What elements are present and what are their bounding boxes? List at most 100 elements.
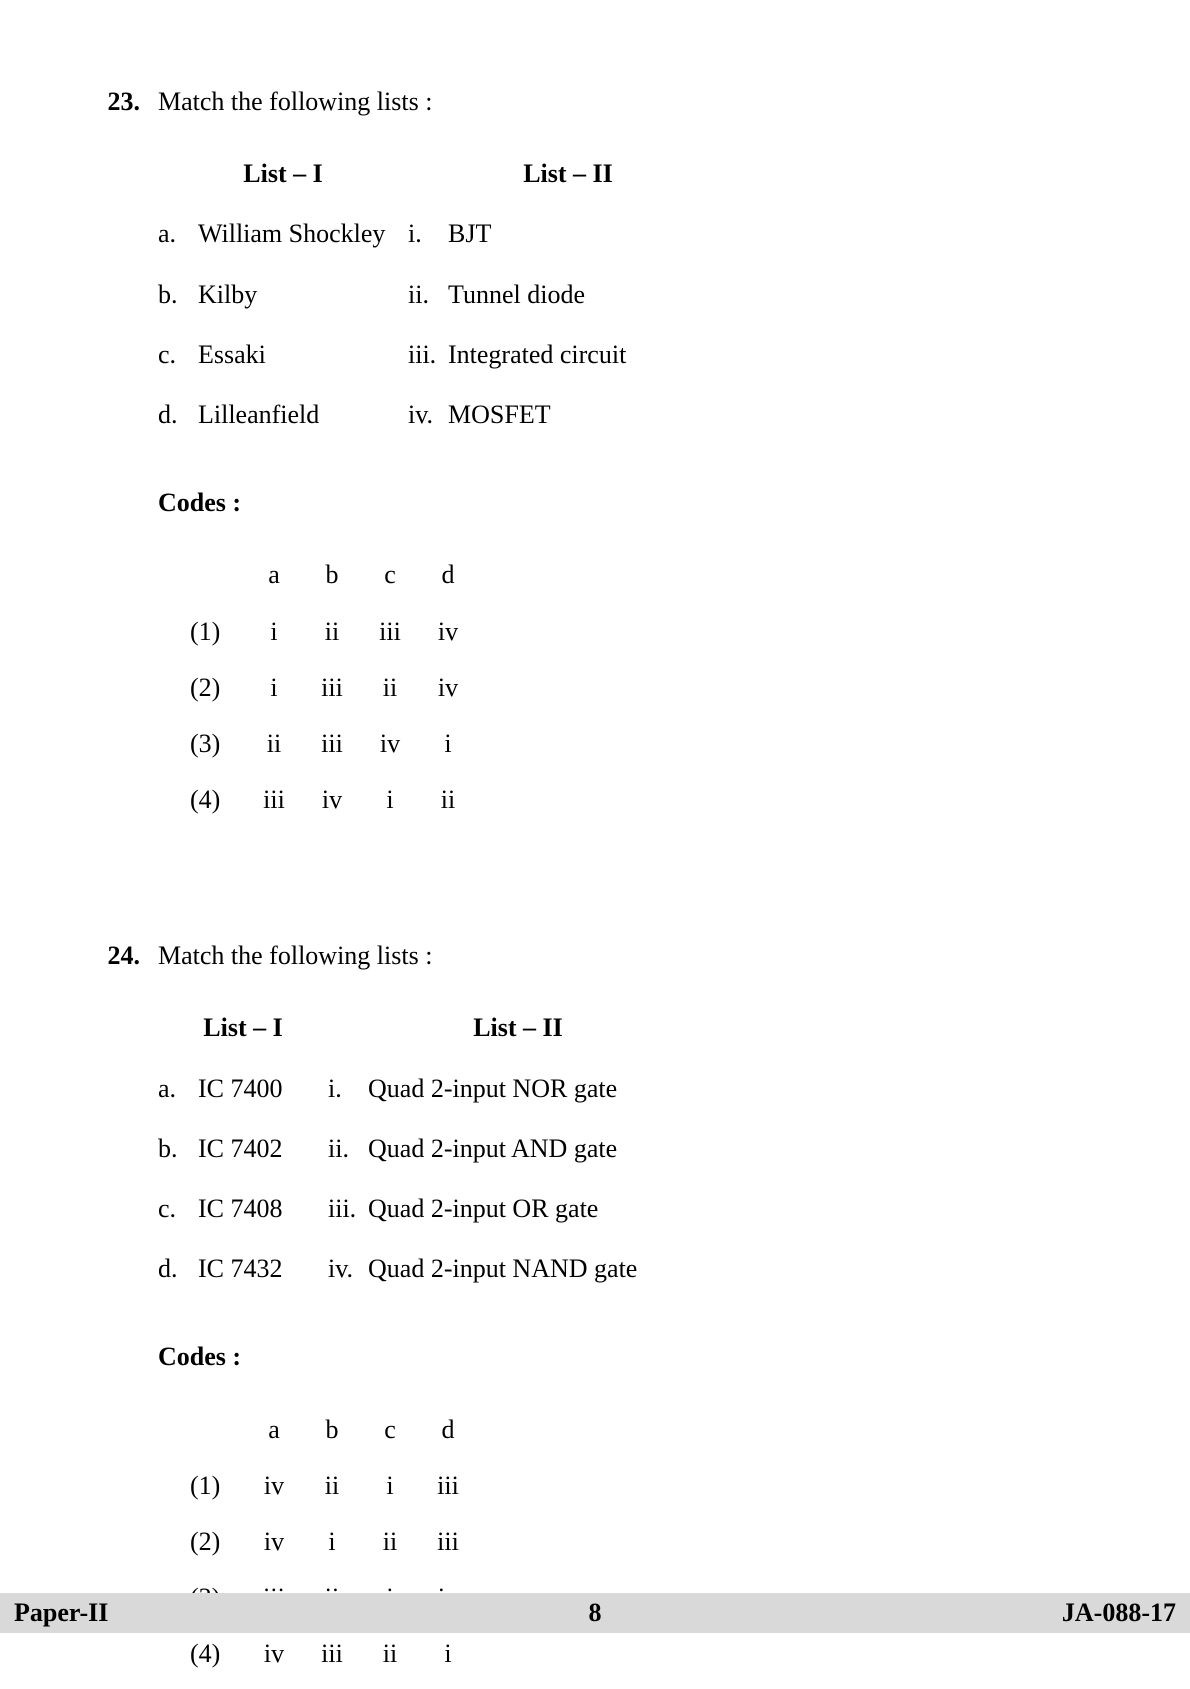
option-val-a: iv: [256, 1464, 292, 1508]
codes-header-d: d: [430, 553, 466, 597]
list-item: ii. Tunnel diode: [408, 273, 728, 317]
list-item-text: IC 7432: [198, 1247, 328, 1291]
option-number: (4): [190, 1632, 234, 1676]
list-item: a. William Shockley: [158, 212, 408, 256]
footer-paper-label: Paper-II: [14, 1598, 108, 1628]
question-prompt: Match the following lists :: [158, 80, 1110, 124]
list-2-column: List – II i. BJT ii. Tunnel diode iii. I…: [408, 152, 728, 453]
match-lists: List – I a. IC 7400 b. IC 7402 c. IC 740…: [158, 1006, 1110, 1307]
option-val-d: i: [430, 1632, 466, 1676]
option-number: (2): [190, 1520, 234, 1564]
list-item-text: Tunnel diode: [448, 273, 728, 317]
codes-header-c: c: [372, 1408, 408, 1452]
option-val-d: i: [430, 722, 466, 766]
list-item: d. Lilleanfield: [158, 393, 408, 437]
list-item: ii. Quad 2-input AND gate: [328, 1127, 708, 1171]
option-val-b: iv: [314, 778, 350, 822]
option-val-b: ii: [314, 1464, 350, 1508]
list-item: b. Kilby: [158, 273, 408, 317]
list-item-label: d.: [158, 393, 198, 437]
option-val-a: iii: [256, 778, 292, 822]
list-item-text: IC 7402: [198, 1127, 328, 1171]
codes-label: Codes :: [158, 1335, 1110, 1379]
list-item-label: a.: [158, 212, 198, 256]
option-val-b: iii: [314, 722, 350, 766]
question-23: 23. Match the following lists : List – I…: [80, 80, 1110, 834]
question-prompt: Match the following lists :: [158, 934, 1110, 978]
option-row: (2) i iii ii iv: [190, 666, 466, 710]
list-item: iv. MOSFET: [408, 393, 728, 437]
option-row: (4) iv iii ii i: [190, 1632, 466, 1676]
codes-header-b: b: [314, 1408, 350, 1452]
list-item-label: i.: [408, 212, 448, 256]
list-item-text: Essaki: [198, 333, 408, 377]
list-2-rows: i. BJT ii. Tunnel diode iii. Integrated …: [408, 212, 728, 453]
list-1-column: List – I a. IC 7400 b. IC 7402 c. IC 740…: [158, 1006, 328, 1307]
list-item-label: ii.: [328, 1127, 368, 1171]
list-item-label: c.: [158, 333, 198, 377]
option-row: (1) iv ii i iii: [190, 1464, 466, 1508]
list-item: iii. Integrated circuit: [408, 333, 728, 377]
option-row: (1) i ii iii iv: [190, 610, 466, 654]
list-1-header: List – I: [158, 1006, 328, 1050]
option-val-c: ii: [372, 1520, 408, 1564]
list-item-text: IC 7408: [198, 1187, 328, 1231]
footer-paper-code: JA-088-17: [1062, 1598, 1176, 1628]
codes-header-row: a b c d: [190, 1408, 466, 1452]
list-item: c. Essaki: [158, 333, 408, 377]
list-1-rows: a. IC 7400 b. IC 7402 c. IC 7408 d. IC 7…: [158, 1067, 328, 1308]
codes-label: Codes :: [158, 481, 1110, 525]
codes-grid: a b c d (1) i ii iii iv (2) i iii: [168, 541, 488, 834]
list-item-label: b.: [158, 273, 198, 317]
list-item-text: Quad 2-input NAND gate: [368, 1247, 708, 1291]
option-number: (4): [190, 778, 234, 822]
list-item-text: Lilleanfield: [198, 393, 408, 437]
question-24: 24. Match the following lists : List – I…: [80, 934, 1110, 1688]
page: 23. Match the following lists : List – I…: [0, 0, 1190, 1683]
list-item-text: MOSFET: [448, 393, 728, 437]
list-item-label: iii.: [328, 1187, 368, 1231]
codes-header-blank: [190, 553, 234, 597]
option-val-c: iv: [372, 722, 408, 766]
codes-header-c: c: [372, 553, 408, 597]
codes-header-a: a: [256, 553, 292, 597]
codes-header-b: b: [314, 553, 350, 597]
list-2-rows: i. Quad 2-input NOR gate ii. Quad 2-inpu…: [328, 1067, 708, 1308]
list-item: i. BJT: [408, 212, 728, 256]
question-body: Match the following lists : List – I a. …: [158, 934, 1110, 1688]
list-item-label: ii.: [408, 273, 448, 317]
option-val-d: iii: [430, 1520, 466, 1564]
codes-header-row: a b c d: [190, 553, 466, 597]
option-val-b: iii: [314, 1632, 350, 1676]
list-item-text: BJT: [448, 212, 728, 256]
option-number: (3): [190, 722, 234, 766]
option-val-b: i: [314, 1520, 350, 1564]
list-1-rows: a. William Shockley b. Kilby c. Essaki d…: [158, 212, 408, 453]
option-val-a: i: [256, 610, 292, 654]
option-val-b: ii: [314, 610, 350, 654]
option-val-c: iii: [372, 610, 408, 654]
list-item-label: iv.: [408, 393, 448, 437]
list-item: i. Quad 2-input NOR gate: [328, 1067, 708, 1111]
match-lists: List – I a. William Shockley b. Kilby c.…: [158, 152, 1110, 453]
list-item-text: Quad 2-input AND gate: [368, 1127, 708, 1171]
list-item-text: Integrated circuit: [448, 333, 728, 377]
option-val-c: i: [372, 778, 408, 822]
question-body: Match the following lists : List – I a. …: [158, 80, 1110, 834]
option-val-c: ii: [372, 1632, 408, 1676]
list-item-text: Quad 2-input OR gate: [368, 1187, 708, 1231]
list-item: a. IC 7400: [158, 1067, 328, 1111]
list-item-text: Quad 2-input NOR gate: [368, 1067, 708, 1111]
question-number: 23.: [80, 80, 158, 834]
list-item-text: William Shockley: [198, 212, 408, 256]
list-item-label: i.: [328, 1067, 368, 1111]
option-number: (2): [190, 666, 234, 710]
option-val-d: iv: [430, 666, 466, 710]
list-item-label: d.: [158, 1247, 198, 1291]
list-item-label: iii.: [408, 333, 448, 377]
list-item: iii. Quad 2-input OR gate: [328, 1187, 708, 1231]
list-1-header: List – I: [158, 152, 408, 196]
question-number: 24.: [80, 934, 158, 1688]
list-item-label: iv.: [328, 1247, 368, 1291]
option-val-b: iii: [314, 666, 350, 710]
